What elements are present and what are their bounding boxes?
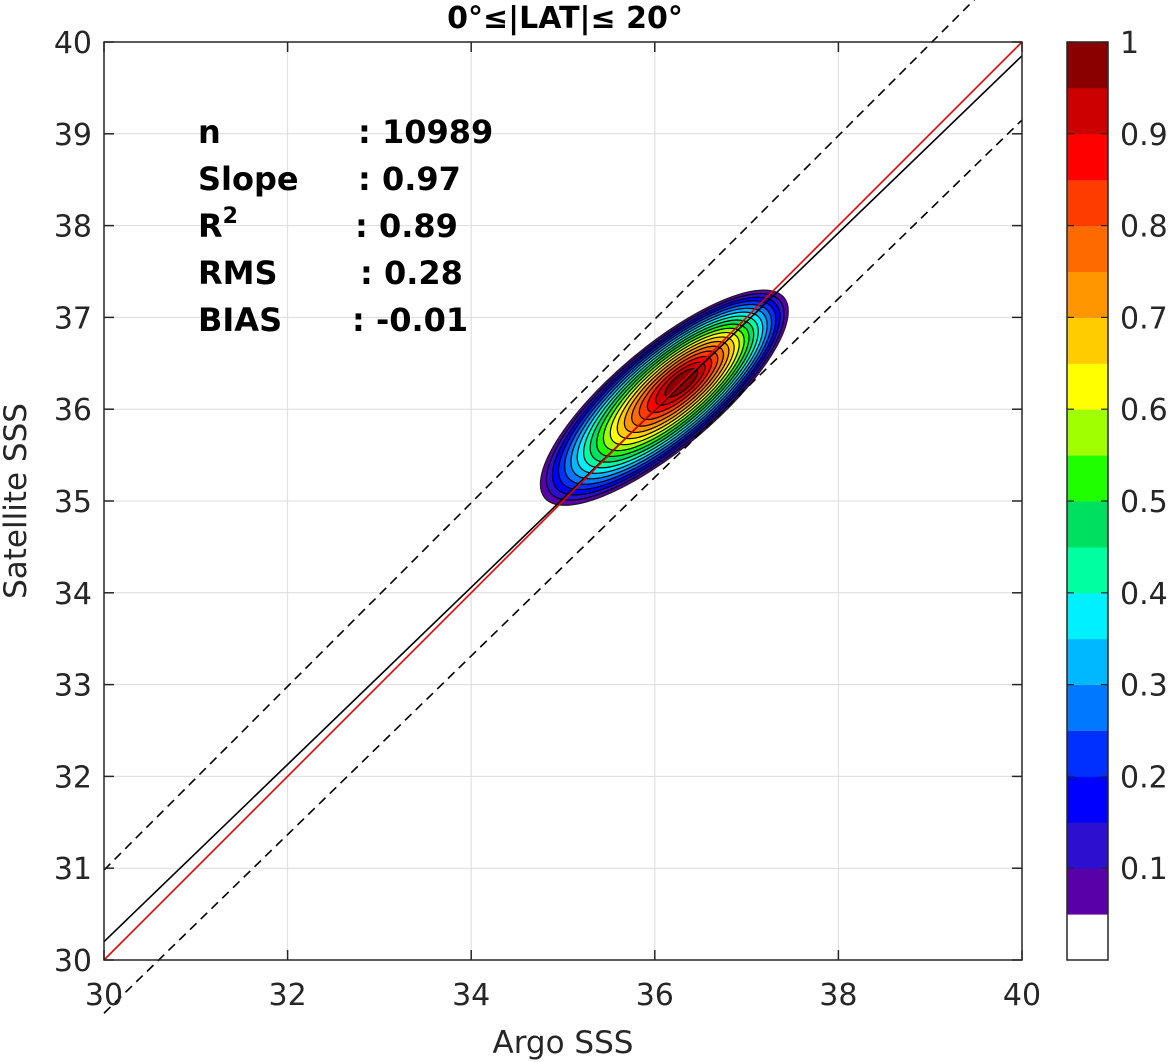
colorbar-segment-6: [1067, 638, 1108, 686]
reference-lines: [103, 0, 1023, 1014]
colorbar-segment-9: [1067, 501, 1108, 548]
colorbar-segment-1: [1067, 868, 1108, 915]
colorbar: 0.1 0.2 0.3 0.4 0.5 0.6 0.7 0.8 0.9 1: [1066, 26, 1168, 961]
colorbar-segment-13: [1067, 317, 1108, 364]
colorbar-tick-label-8: 0.9: [1120, 118, 1168, 153]
y-tick-label-1: 31: [54, 852, 92, 887]
y-tick-label-10: 40: [54, 26, 92, 61]
colorbar-segment-5: [1067, 684, 1108, 731]
x-tick-label-4: 38: [819, 978, 857, 1013]
stat-value-3: : 0.28: [360, 254, 463, 292]
x-tick-labels: 30 32 34 36 38 40: [85, 978, 1041, 1013]
colorbar-segment-8: [1067, 546, 1108, 594]
line-one-to-one: [103, 41, 1023, 961]
y-axis-label: Satellite SSS: [0, 403, 34, 599]
y-tick-label-7: 37: [54, 301, 92, 336]
stat-superscript: 2: [223, 204, 238, 229]
colorbar-tick-label-5: 0.6: [1120, 393, 1168, 428]
chart-title: 0°≤|LAT|≤ 20°: [447, 1, 683, 36]
colorbar-segment-14: [1067, 271, 1108, 318]
line-regression: [103, 55, 1023, 943]
y-tick-label-2: 32: [54, 760, 92, 795]
line-lower-bound: [103, 119, 1023, 1014]
y-tick-label-8: 38: [54, 210, 92, 245]
colorbar-segment-3: [1067, 776, 1108, 823]
colorbar-segment-7: [1067, 592, 1108, 640]
stat-value-4: : -0.01: [352, 301, 468, 339]
stat-value-0: : 10989: [358, 113, 493, 151]
stat-label-4: BIAS: [198, 301, 282, 339]
y-tick-labels: 30 31 32 33 34 35 36 37 38 39 40: [54, 26, 92, 979]
colorbar-tick-label-3: 0.4: [1120, 577, 1168, 612]
colorbar-segment-2: [1067, 822, 1108, 869]
colorbar-segment-11: [1067, 409, 1108, 456]
statistics-box: n : 10989 Slope : 0.97 R2 : 0.89 RMS : 0.28 BIAS…: [198, 113, 493, 339]
line-upper-bound: [103, 0, 976, 871]
colorbar-tick-label-2: 0.3: [1120, 669, 1168, 704]
colorbar-segment-17: [1067, 133, 1108, 181]
x-tick-label-0: 30: [85, 978, 123, 1013]
stat-label-0: n: [198, 113, 221, 151]
stat-value-2: : 0.89: [355, 207, 458, 245]
density-contours: [539, 289, 789, 506]
x-tick-label-5: 40: [1003, 978, 1041, 1013]
colorbar-tick-label-1: 0.2: [1120, 760, 1168, 795]
x-tick-label-1: 32: [269, 978, 307, 1013]
x-tick-label-2: 34: [452, 978, 490, 1013]
colorbar-segment-16: [1067, 179, 1108, 227]
stat-label-3: RMS: [198, 254, 278, 292]
colorbar-tick-label-9: 1: [1120, 26, 1139, 61]
colorbar-segment-19: [1067, 42, 1108, 89]
y-tick-label-3: 33: [54, 669, 92, 704]
y-tick-label-6: 36: [54, 393, 92, 428]
colorbar-segment-4: [1067, 730, 1108, 777]
y-tick-label-4: 34: [54, 577, 92, 612]
colorbar-segment-0: [1067, 914, 1108, 961]
colorbar-segment-15: [1067, 225, 1108, 272]
stat-label-1: Slope: [198, 160, 299, 198]
colorbar-tick-label-7: 0.8: [1120, 210, 1168, 245]
colorbar-segment-18: [1067, 87, 1108, 135]
y-tick-label-5: 35: [54, 485, 92, 520]
stat-value-1: : 0.97: [358, 160, 461, 198]
y-tick-label-0: 30: [54, 944, 92, 979]
y-tick-label-9: 39: [54, 118, 92, 153]
colorbar-segment-10: [1067, 455, 1108, 502]
stat-label-2: R2: [198, 204, 238, 245]
colorbar-tick-label-6: 0.7: [1120, 301, 1168, 336]
colorbar-tick-label-4: 0.5: [1120, 485, 1168, 520]
x-tick-label-3: 36: [636, 978, 674, 1013]
axis-ticks: [103, 41, 1023, 961]
colorbar-segment-12: [1067, 363, 1108, 410]
x-axis-label: Argo SSS: [493, 1025, 634, 1061]
colorbar-tick-label-0: 0.1: [1120, 852, 1168, 887]
